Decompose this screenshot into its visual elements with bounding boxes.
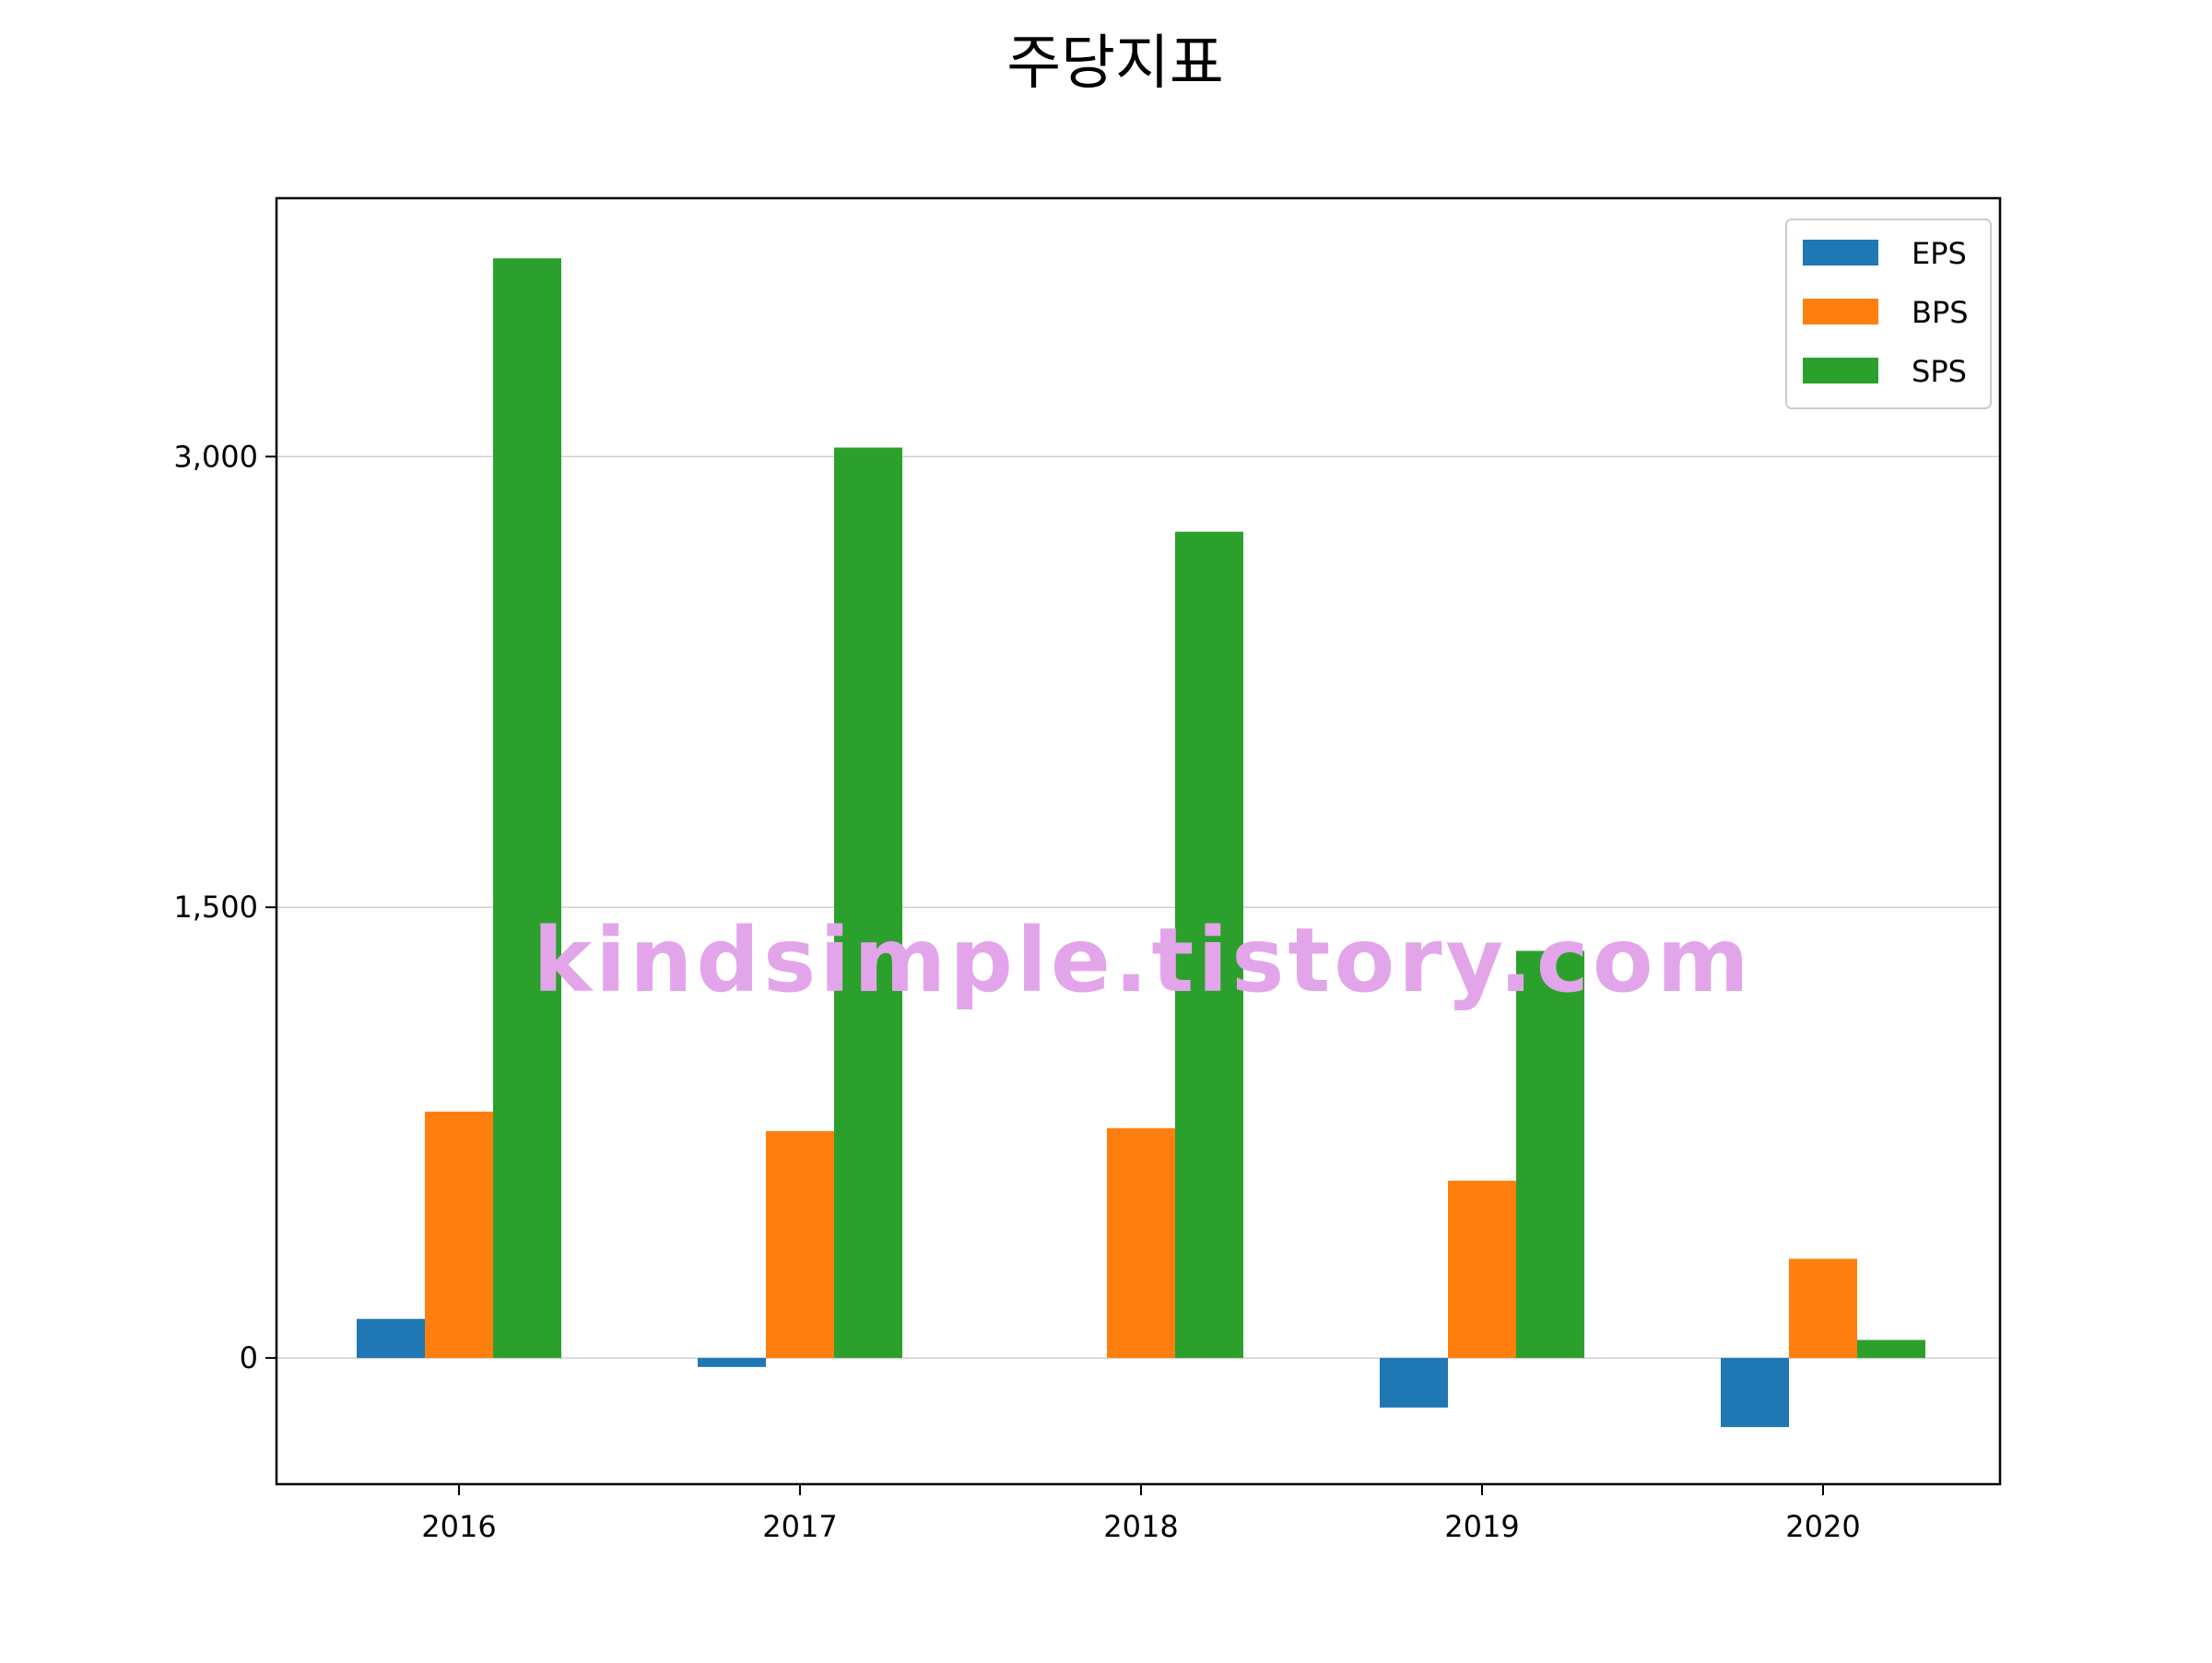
- bar-bps-2018: [1107, 1127, 1175, 1359]
- bar-eps-2019: [1380, 1358, 1448, 1408]
- x-tick-label: 2017: [762, 1509, 837, 1544]
- plot-frame: [275, 196, 2002, 1486]
- x-tick-label: 2020: [1785, 1509, 1860, 1544]
- bar-bps-2016: [425, 1111, 493, 1359]
- bar-eps-2016: [357, 1318, 425, 1359]
- bar-sps-2017: [834, 447, 902, 1359]
- bar-eps-2020: [1721, 1358, 1789, 1428]
- bars-layer: [357, 258, 1925, 1428]
- y-tick-label: 1,500: [173, 890, 258, 925]
- y-tick-label: 0: [240, 1340, 258, 1375]
- bar-sps-2016: [493, 258, 561, 1359]
- watermark-text: kindsimple.tistory.com: [533, 909, 1752, 1012]
- bar-bps-2020: [1789, 1258, 1857, 1359]
- bar-sps-2018: [1175, 531, 1243, 1359]
- chart-title: 주당지표: [1006, 29, 1224, 98]
- x-tick-label: 2016: [421, 1509, 496, 1544]
- ticks-layer: 0 1,500 3,000 2016 2017 2018 2019 2020: [173, 439, 1860, 1544]
- y-tick-label: 3,000: [173, 439, 258, 474]
- bar-eps-2017: [698, 1358, 766, 1367]
- x-tick-label: 2018: [1103, 1509, 1178, 1544]
- bar-bps-2017: [766, 1131, 834, 1359]
- chart-legend: EPS BPS SPS: [1785, 218, 1992, 409]
- legend-label-bps: BPS: [1912, 295, 1969, 330]
- bar-sps-2019: [1516, 950, 1584, 1359]
- bar-bps-2019: [1448, 1180, 1516, 1359]
- legend-swatch-bps: [1803, 299, 1878, 324]
- legend-label-sps: SPS: [1912, 354, 1967, 389]
- legend-label-eps: EPS: [1912, 236, 1967, 271]
- legend-swatch-sps: [1803, 358, 1878, 383]
- legend-swatch-eps: [1803, 240, 1878, 265]
- bar-sps-2020: [1857, 1339, 1925, 1359]
- x-tick-label: 2019: [1444, 1509, 1519, 1544]
